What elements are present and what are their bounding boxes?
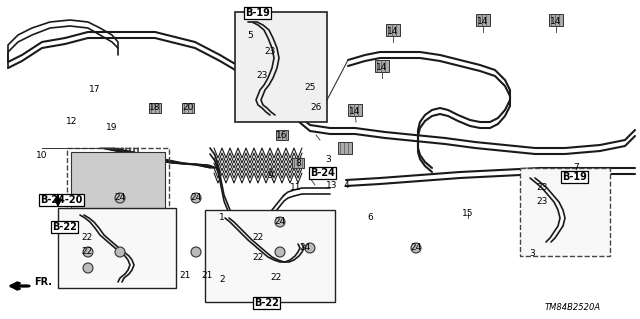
Text: 4: 4 [343, 181, 349, 189]
Text: 24: 24 [190, 194, 202, 203]
Bar [375, 60, 389, 72]
Text: 24: 24 [300, 243, 310, 253]
Text: B-22: B-22 [254, 298, 279, 308]
Text: 26: 26 [310, 103, 322, 113]
Text: 22: 22 [252, 254, 264, 263]
Circle shape [83, 247, 93, 257]
Text: 2: 2 [219, 276, 225, 285]
Text: 24: 24 [115, 194, 125, 203]
Text: 17: 17 [89, 85, 100, 94]
Bar [235, 12, 327, 122]
Bar [476, 14, 490, 26]
Text: B-19: B-19 [245, 8, 270, 18]
Text: 25: 25 [304, 84, 316, 93]
Text: 23: 23 [536, 183, 548, 192]
Text: 22: 22 [81, 248, 93, 256]
Text: 22: 22 [252, 234, 264, 242]
Bar [386, 24, 400, 36]
Text: 22: 22 [81, 234, 93, 242]
Text: 19: 19 [106, 123, 118, 132]
Text: 1: 1 [219, 213, 225, 222]
Text: 18: 18 [149, 103, 161, 113]
Bar [58, 208, 176, 288]
Text: 23: 23 [536, 197, 548, 206]
Text: B-22: B-22 [52, 222, 77, 232]
Text: 16: 16 [276, 130, 288, 139]
Text: 3: 3 [325, 155, 331, 165]
Circle shape [411, 243, 421, 253]
Text: 21: 21 [179, 271, 191, 280]
Text: 11: 11 [291, 183, 301, 192]
Text: B-24-20: B-24-20 [40, 195, 83, 205]
Bar [520, 168, 610, 256]
Text: 14: 14 [550, 18, 562, 26]
Text: 14: 14 [477, 18, 489, 26]
Circle shape [275, 247, 285, 257]
Text: 13: 13 [326, 181, 338, 189]
Text: B-24: B-24 [310, 168, 335, 178]
Bar [71, 152, 165, 226]
Text: 10: 10 [36, 151, 48, 160]
Circle shape [191, 247, 201, 257]
Text: 24: 24 [410, 243, 422, 253]
Bar [67, 148, 169, 230]
Text: 14: 14 [376, 63, 388, 72]
Text: 7: 7 [573, 164, 579, 173]
Text: 12: 12 [310, 174, 322, 182]
Text: 23: 23 [264, 48, 276, 56]
Bar [549, 14, 563, 26]
Circle shape [275, 217, 285, 227]
Circle shape [191, 193, 201, 203]
Text: 24: 24 [275, 218, 285, 226]
Bar [338, 142, 352, 154]
Bar [292, 158, 304, 168]
Text: 15: 15 [462, 209, 474, 218]
Text: 22: 22 [270, 273, 282, 283]
Bar [276, 130, 288, 140]
Bar [149, 103, 161, 113]
Text: 6: 6 [367, 213, 373, 222]
Text: 21: 21 [202, 271, 212, 280]
Circle shape [115, 247, 125, 257]
Text: 9: 9 [267, 170, 273, 180]
Text: 12: 12 [67, 117, 77, 127]
Bar [348, 104, 362, 116]
Text: 20: 20 [182, 103, 194, 113]
Text: 14: 14 [349, 108, 361, 116]
Bar [205, 210, 335, 302]
Text: TM84B2520A: TM84B2520A [545, 303, 601, 313]
Bar [182, 103, 194, 113]
Circle shape [83, 263, 93, 273]
Text: 14: 14 [387, 27, 399, 36]
Text: B-19: B-19 [562, 172, 587, 182]
Circle shape [305, 243, 315, 253]
Text: 3: 3 [529, 249, 535, 258]
Text: 23: 23 [256, 70, 268, 79]
Text: FR.: FR. [34, 277, 52, 287]
Text: 8: 8 [295, 159, 301, 167]
Circle shape [115, 193, 125, 203]
Text: 5: 5 [247, 31, 253, 40]
